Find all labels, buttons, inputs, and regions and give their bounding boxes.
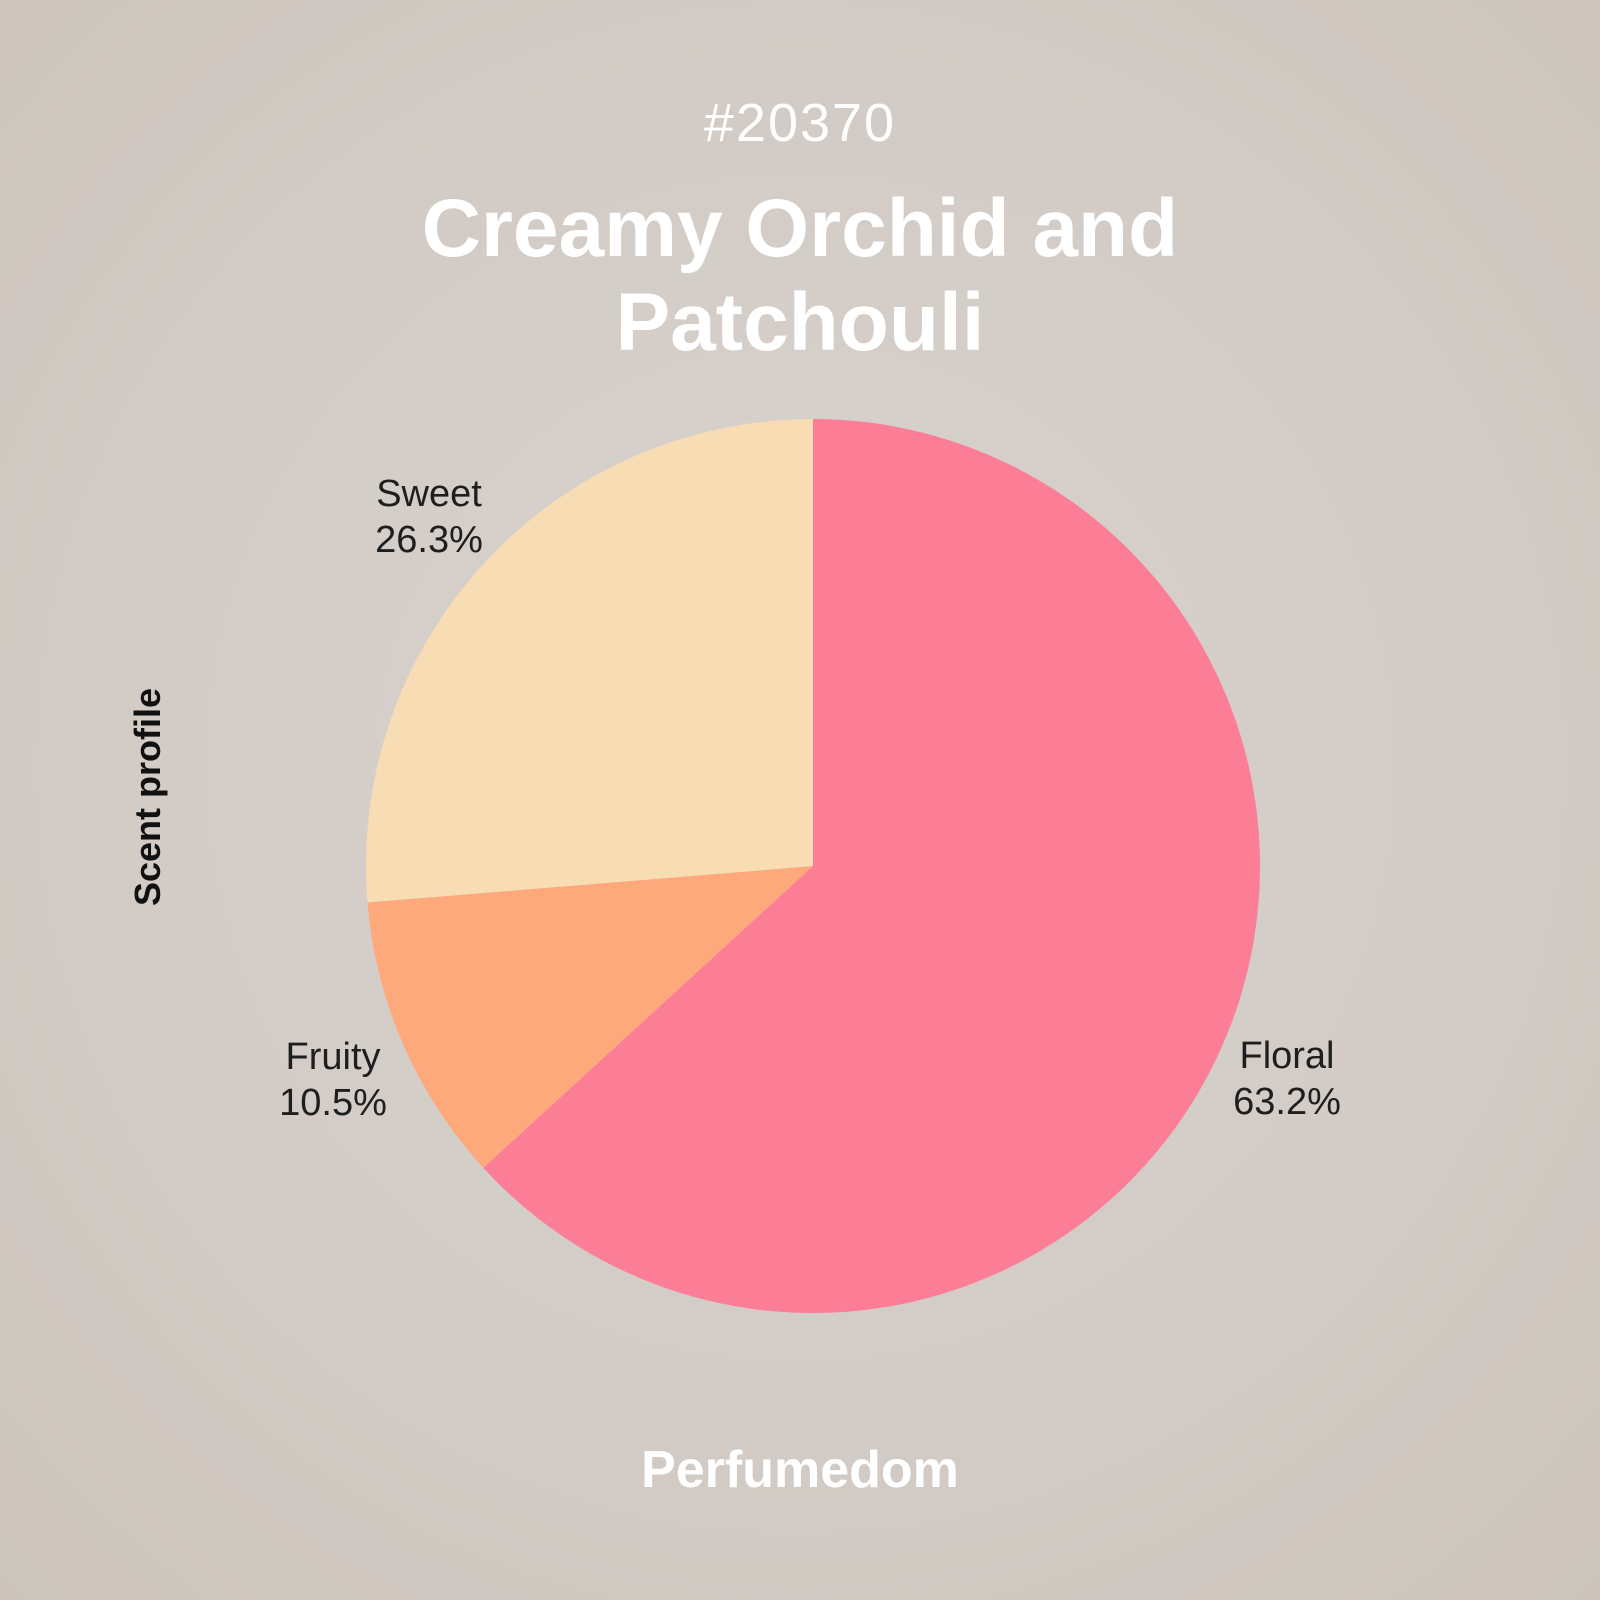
pie-slice-sweet xyxy=(366,419,813,903)
slice-label-floral: Floral 63.2% xyxy=(1233,1033,1341,1125)
brand-name: Perfumedom xyxy=(641,1441,959,1499)
slice-label-fruity: Fruity 10.5% xyxy=(279,1034,387,1126)
slice-label-sweet-name: Sweet xyxy=(376,473,482,515)
pie-slice-floral xyxy=(483,419,1260,1313)
chart-title: Creamy Orchid and Patchouli xyxy=(421,183,1179,368)
document-number: #20370 xyxy=(703,93,897,153)
slice-label-sweet-pct: 26.3% xyxy=(375,519,483,561)
pie-chart xyxy=(366,419,1260,1313)
pie-slice-fruity xyxy=(367,866,813,1168)
slice-label-fruity-pct: 10.5% xyxy=(279,1082,387,1124)
slice-label-sweet: Sweet 26.3% xyxy=(375,471,483,563)
slice-label-fruity-name: Fruity xyxy=(285,1036,381,1078)
slice-label-floral-pct: 63.2% xyxy=(1233,1081,1341,1123)
axis-label-scent-profile: Scent profile xyxy=(127,687,168,907)
slice-label-floral-name: Floral xyxy=(1239,1035,1335,1077)
